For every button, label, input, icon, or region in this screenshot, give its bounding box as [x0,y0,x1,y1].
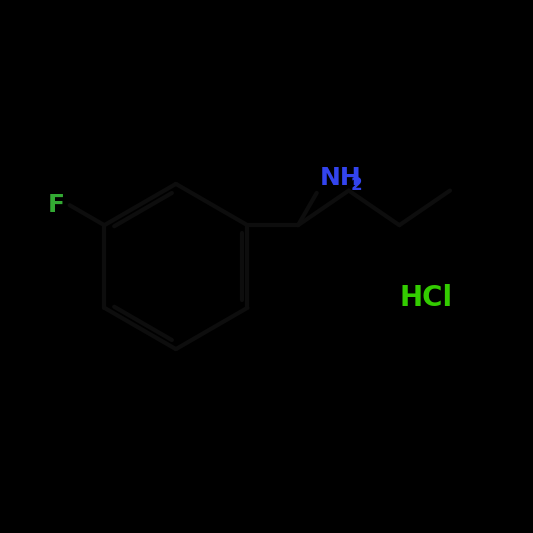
Text: NH: NH [319,166,361,190]
Text: 2: 2 [350,176,362,194]
Text: F: F [47,193,64,217]
Text: HCl: HCl [400,285,453,312]
